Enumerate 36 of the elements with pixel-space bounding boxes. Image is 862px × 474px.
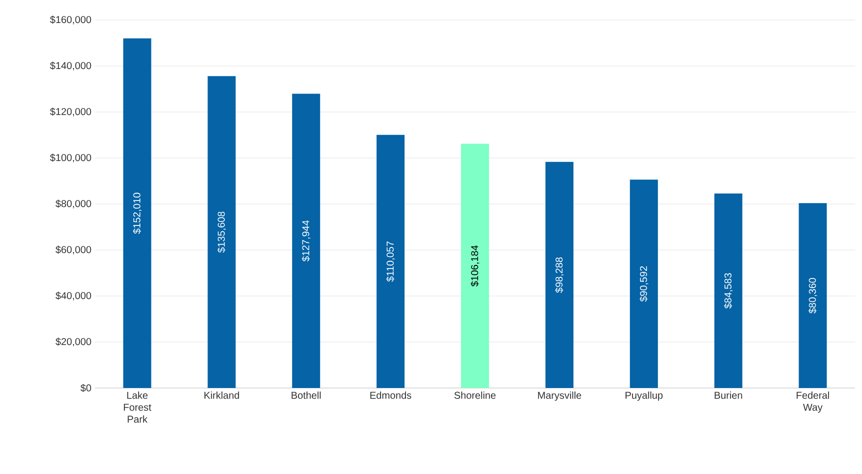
data-label: $110,057 [386,242,395,282]
y-tick-label: $80,000 [56,200,92,208]
data-label: $135,608 [217,212,226,253]
bar [123,38,152,388]
bar [798,203,827,388]
data-label: $152,010 [132,192,142,234]
y-tick-label: $40,000 [56,292,92,300]
x-tick-label: Kirkland [204,392,240,399]
bar [208,76,236,388]
x-tick-label: Burien [714,392,742,399]
data-label: $98,288 [555,257,564,293]
y-tick-label: $160,000 [50,16,92,24]
data-label: $127,944 [302,220,310,262]
data-label: $106,184 [470,245,480,287]
data-label: $84,583 [724,273,733,309]
bar [376,134,405,388]
bar [292,94,320,388]
y-tick-label: $0 [80,384,92,392]
x-tick-label: Lake Forest Park [124,392,152,423]
x-tick-label: Bothell [292,392,321,399]
bar [630,180,658,388]
bar [545,162,574,388]
x-tick-label: Marysville [538,392,582,401]
bar [461,144,490,388]
data-label: $90,592 [640,266,648,302]
data-label: $80,360 [808,278,818,314]
y-tick-label: $20,000 [56,338,92,346]
x-tick-label: Federal Way [796,392,830,413]
y-tick-label: $60,000 [56,246,92,254]
y-tick-label: $100,000 [50,154,92,162]
x-tick-label: Puyallup [626,392,663,401]
x-tick-label: Shoreline [454,392,496,399]
y-tick-label: $140,000 [50,62,92,70]
y-tick-label: $120,000 [50,108,92,116]
bar [714,193,742,388]
x-tick-label: Edmonds [370,392,412,399]
